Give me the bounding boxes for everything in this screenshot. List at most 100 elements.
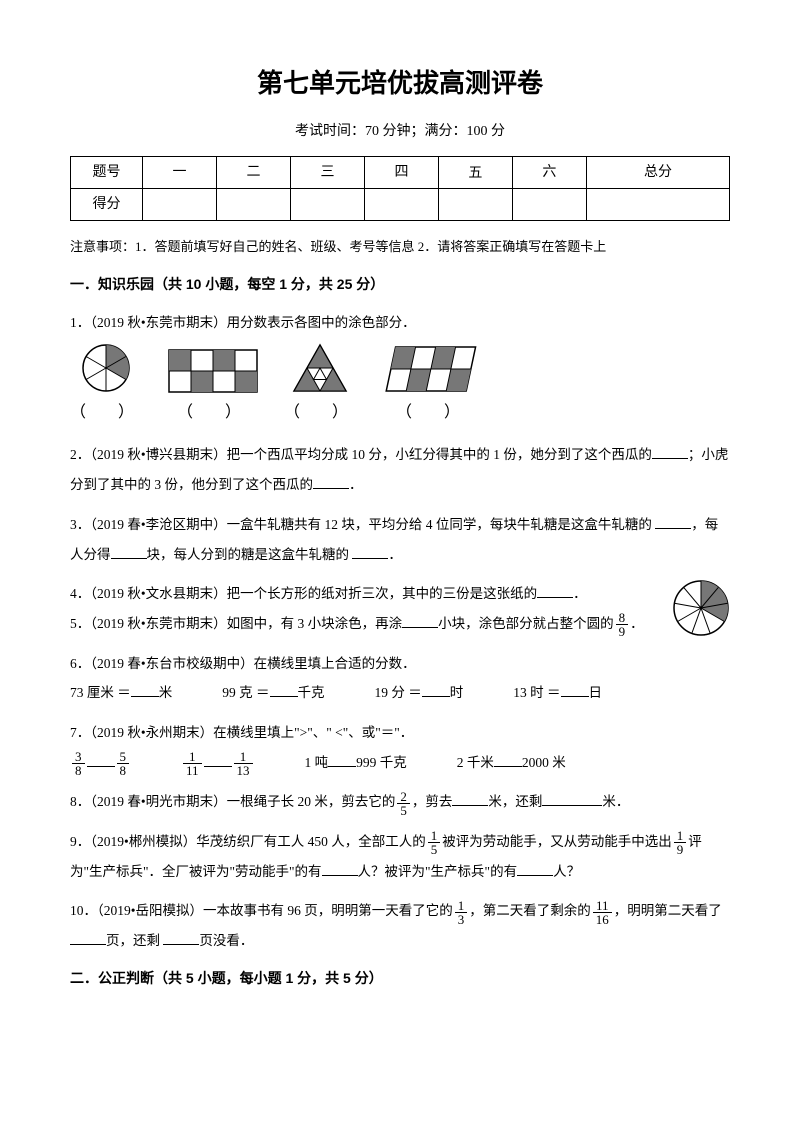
- q3-text: 3．（2019 春•李沧区期中）一盒牛轧糖共有 12 块，平均分给 4 位同学，…: [70, 517, 655, 532]
- blank[interactable]: [313, 473, 349, 489]
- pie-9-icon: [672, 579, 730, 637]
- blank[interactable]: [422, 681, 450, 697]
- section-1-header: 一．知识乐园（共 10 小题，每空 1 分，共 25 分）: [70, 272, 730, 297]
- label: 19 分 ＝: [375, 685, 422, 700]
- score-cell[interactable]: [438, 188, 512, 220]
- question-6: 6．（2019 春•东台市校级期中）在横线里填上合适的分数． 73 厘米 ＝米 …: [70, 649, 730, 708]
- fraction: 1116: [593, 899, 612, 926]
- q8-text-d: 米．: [602, 794, 629, 809]
- blank[interactable]: [87, 751, 115, 767]
- q6-item: 19 分 ＝时: [375, 678, 464, 708]
- numerator: 5: [117, 750, 130, 764]
- blank[interactable]: [204, 751, 232, 767]
- numerator: 3: [72, 750, 85, 764]
- row-label: 得分: [71, 188, 143, 220]
- label: 2 千米: [457, 755, 494, 770]
- numerator: 1: [674, 829, 687, 843]
- question-2: 2．（2019 秋•博兴县期末）把一个西瓜平均分成 10 分，小红分得其中的 1…: [70, 440, 730, 499]
- bracket[interactable]: （ ）: [396, 395, 468, 430]
- blank[interactable]: [517, 860, 553, 876]
- shape-triangle: （ ）: [284, 343, 356, 430]
- shape-circle: （ ）: [70, 343, 142, 430]
- bracket[interactable]: （ ）: [177, 395, 249, 430]
- fraction: 13: [455, 899, 468, 926]
- blank[interactable]: [328, 751, 356, 767]
- blank[interactable]: [70, 929, 106, 945]
- numerator: 2: [397, 790, 410, 804]
- blank[interactable]: [111, 543, 147, 559]
- numerator: 1: [183, 750, 202, 764]
- blank[interactable]: [452, 790, 488, 806]
- score-cell[interactable]: [586, 188, 729, 220]
- blank[interactable]: [402, 612, 438, 628]
- q3-text-d: ．: [388, 547, 402, 562]
- label: 999 千克: [356, 755, 407, 770]
- row-label: 题号: [71, 156, 143, 188]
- score-cell[interactable]: [143, 188, 217, 220]
- q9-text: 9．（2019•郴州模拟）华茂纺织厂有工人 450 人，全部工人的: [70, 834, 426, 849]
- col-header: 一: [143, 156, 217, 188]
- shape-grid: （ ）: [168, 349, 258, 430]
- blank[interactable]: [163, 929, 199, 945]
- shape-skew-grid: （ ）: [382, 345, 482, 430]
- question-3: 3．（2019 春•李沧区期中）一盒牛轧糖共有 12 块，平均分给 4 位同学，…: [70, 510, 730, 569]
- q4-text: 4．（2019 秋•文水县期末）把一个长方形的纸对折三次，其中的三份是这张纸的: [70, 586, 537, 601]
- denominator: 3: [455, 913, 468, 926]
- blank[interactable]: [537, 582, 573, 598]
- bracket[interactable]: （ ）: [70, 395, 142, 430]
- q7-text: 7．（2019 秋•永州期末）在横线里填上">"、" <"、或"＝"．: [70, 725, 413, 740]
- score-cell[interactable]: [364, 188, 438, 220]
- denominator: 9: [674, 843, 687, 856]
- question-8: 8．（2019 春•明光市期末）一根绳子长 20 米，剪去它的25，剪去米，还剩…: [70, 787, 730, 817]
- q10-text-c: ，明明第二天看了: [614, 903, 722, 918]
- score-cell[interactable]: [290, 188, 364, 220]
- q8-text-b: ，剪去: [412, 794, 453, 809]
- col-header: 总分: [586, 156, 729, 188]
- blank[interactable]: [131, 681, 159, 697]
- fraction: 25: [397, 790, 410, 817]
- blank[interactable]: [542, 790, 602, 806]
- label: 2000 米: [522, 755, 566, 770]
- blank[interactable]: [652, 443, 688, 459]
- question-7: 7．（2019 秋•永州期末）在横线里填上">"、" <"、或"＝"． 3858…: [70, 718, 730, 777]
- score-cell[interactable]: [216, 188, 290, 220]
- q7-items: 3858 111113 1 吨999 千克 2 千米2000 米: [70, 748, 730, 778]
- q10-text-b: ，第二天看了剩余的: [469, 903, 591, 918]
- denominator: 9: [616, 625, 629, 638]
- q7-item: 3858: [70, 748, 131, 778]
- denominator: 8: [117, 764, 130, 777]
- col-header: 五: [438, 156, 512, 188]
- blank[interactable]: [561, 681, 589, 697]
- denominator: 5: [428, 843, 441, 856]
- denominator: 5: [397, 804, 410, 817]
- q9-text-e: 人？: [553, 864, 580, 879]
- blank[interactable]: [322, 860, 358, 876]
- q10-text: 10．（2019•岳阳模拟）一本故事书有 96 页，明明第一天看了它的: [70, 903, 453, 918]
- col-header: 四: [364, 156, 438, 188]
- q3-text-c: 块，每人分到的糖是这盒牛轧糖的: [147, 547, 353, 562]
- q10-text-d: 页，还剩: [106, 933, 163, 948]
- q9-text-b: 被评为劳动能手，又从劳动能手中选出: [442, 834, 672, 849]
- score-cell[interactable]: [512, 188, 586, 220]
- col-header: 二: [216, 156, 290, 188]
- question-9: 9．（2019•郴州模拟）华茂纺织厂有工人 450 人，全部工人的15被评为劳动…: [70, 827, 730, 886]
- q6-item: 73 厘米 ＝米: [70, 678, 172, 708]
- unit: 米: [159, 685, 173, 700]
- blank[interactable]: [352, 543, 388, 559]
- notice-text: 注意事项：1．答题前填写好自己的姓名、班级、考号等信息 2．请将答案正确填写在答…: [70, 235, 730, 258]
- numerator: 1: [428, 829, 441, 843]
- circle-icon: [81, 343, 131, 393]
- blank[interactable]: [270, 681, 298, 697]
- grid-icon: [168, 349, 258, 393]
- section-2-header: 二．公正判断（共 5 小题，每小题 1 分，共 5 分）: [70, 966, 730, 991]
- blank[interactable]: [655, 513, 691, 529]
- bracket[interactable]: （ ）: [284, 395, 356, 430]
- blank[interactable]: [494, 751, 522, 767]
- fraction: 111: [183, 750, 202, 777]
- q4-text-b: ．: [573, 586, 587, 601]
- denominator: 13: [234, 764, 253, 777]
- col-header: 三: [290, 156, 364, 188]
- denominator: 8: [72, 764, 85, 777]
- q1-text: 1．（2019 秋•东莞市期末）用分数表示各图中的涂色部分．: [70, 315, 416, 330]
- label: 1 吨: [305, 755, 329, 770]
